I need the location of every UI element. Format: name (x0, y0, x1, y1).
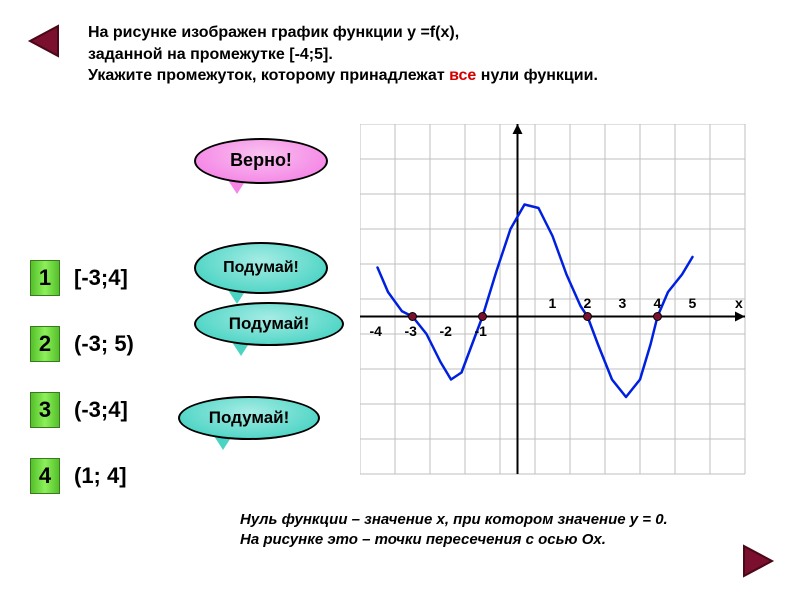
x-tick-label: -2 (440, 323, 452, 339)
x-axis-name: x (735, 295, 743, 311)
x-tick-label: 5 (689, 295, 697, 311)
answer-row-2: 2 (-3; 5) (30, 326, 134, 362)
question-line1: На рисунке изображен график функции y =f… (88, 24, 459, 41)
x-tick-label: 2 (584, 295, 592, 311)
x-tick-label: -1 (475, 323, 487, 339)
footnote-line1: Нуль функции – значение х, при котором з… (240, 511, 668, 528)
answer-button-4[interactable]: 4 (30, 458, 60, 494)
answer-row-4: 4 (1; 4] (30, 458, 134, 494)
x-tick-label: -3 (405, 323, 417, 339)
feedback-bubble-1: Подумай! (194, 242, 328, 294)
x-tick-label: 3 (619, 295, 627, 311)
answer-button-1[interactable]: 1 (30, 260, 60, 296)
question-line3b: нули функции. (476, 67, 598, 84)
question-highlight: все (449, 67, 476, 84)
feedback-bubble-0: Верно! (194, 138, 328, 184)
feedback-bubble-3: Подумай! (178, 396, 320, 440)
answer-text-1: [-3;4] (74, 265, 128, 291)
footnote-text: Нуль функции – значение х, при котором з… (240, 510, 760, 551)
nav-back-button[interactable] (24, 22, 62, 60)
answer-button-2[interactable]: 2 (30, 326, 60, 362)
answer-text-4: (1; 4] (74, 463, 127, 489)
answer-row-3: 3 (-3;4] (30, 392, 134, 428)
answers-list: 1 [-3;4] 2 (-3; 5) 3 (-3;4] 4 (1; 4] (30, 260, 134, 524)
answer-text-3: (-3;4] (74, 397, 128, 423)
chart-area: -4 -3 -2 -1 1 2 3 4 5 x (360, 124, 756, 476)
answer-button-3[interactable]: 3 (30, 392, 60, 428)
answer-text-2: (-3; 5) (74, 331, 134, 357)
x-tick-label: -4 (370, 323, 382, 339)
feedback-bubble-2: Подумай! (194, 302, 344, 346)
x-tick-label: 1 (549, 295, 557, 311)
answer-row-1: 1 [-3;4] (30, 260, 134, 296)
question-text: На рисунке изображен график функции y =f… (88, 22, 748, 87)
question-line3a: Укажите промежуток, которому принадлежат (88, 67, 449, 84)
question-line2: заданной на промежутке [-4;5]. (88, 46, 333, 63)
x-tick-label: 4 (654, 295, 662, 311)
footnote-line2: На рисунке это – точки пересечения с ось… (240, 531, 606, 548)
